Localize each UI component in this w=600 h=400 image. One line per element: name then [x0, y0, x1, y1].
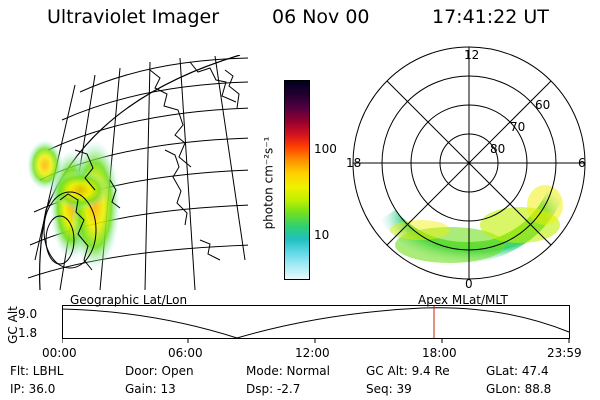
timeline-tick-end: 23:59	[547, 346, 582, 360]
timeline-ylabel: GC Alt	[5, 306, 20, 344]
timeline-tick-6: 06:00	[168, 346, 203, 360]
info-dsp: Dsp: -2.7	[246, 382, 301, 396]
instrument-title: Ultraviolet Imager	[47, 6, 220, 28]
info-glon: GLon: 88.8	[486, 382, 552, 396]
timeline-right-title: Apex MLat/MLT	[418, 293, 508, 307]
colorbar-tick-100: 100	[314, 142, 337, 156]
timeline-plot	[62, 305, 570, 343]
info-gcalt: GC Alt: 9.4 Re	[366, 364, 450, 378]
colorbar	[284, 80, 310, 280]
mlt-label-12: 12	[464, 48, 479, 62]
info-seq: Seq: 39	[366, 382, 412, 396]
timeline-ymin: 1.8	[18, 326, 38, 340]
mlt-label-6: 6	[578, 156, 586, 170]
lat-label-80: 80	[490, 142, 505, 156]
timeline-left-title: Geographic Lat/Lon	[70, 293, 188, 307]
timeline-tick-0: 00:00	[42, 346, 77, 360]
lat-label-60: 60	[535, 98, 550, 112]
info-flt: Flt: LBHL	[10, 364, 64, 378]
colorbar-tick-10: 10	[314, 228, 330, 242]
info-mode: Mode: Normal	[246, 364, 330, 378]
polar-plot: 12 18 6 0 60 70 80	[346, 46, 586, 290]
colorbar-label: photon cm⁻²s⁻¹	[261, 136, 276, 230]
mlt-label-18: 18	[346, 156, 361, 170]
date-label: 06 Nov 00	[272, 6, 370, 28]
timeline-ymax: 9.0	[18, 307, 38, 321]
geographic-map	[28, 55, 248, 290]
timeline-tick-18: 18:00	[422, 346, 457, 360]
info-glat: GLat: 47.4	[486, 364, 549, 378]
info-door: Door: Open	[125, 364, 194, 378]
time-label: 17:41:22 UT	[432, 6, 549, 28]
info-gain: Gain: 13	[125, 382, 176, 396]
lat-label-70: 70	[510, 120, 525, 134]
info-ip: IP: 36.0	[10, 382, 56, 396]
mlt-label-0: 0	[465, 277, 473, 290]
timeline-tick-12: 12:00	[295, 346, 330, 360]
